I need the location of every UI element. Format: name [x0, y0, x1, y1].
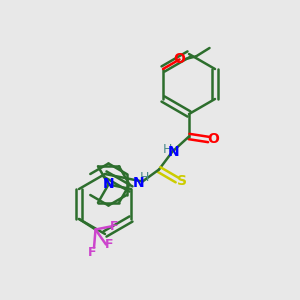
Text: F: F	[105, 238, 114, 251]
Text: N: N	[133, 176, 145, 190]
Text: F: F	[88, 245, 97, 259]
Text: N: N	[168, 145, 180, 159]
Text: H: H	[162, 142, 172, 156]
Text: O: O	[174, 52, 185, 66]
Text: F: F	[110, 220, 118, 233]
Text: S: S	[177, 175, 188, 188]
Text: N: N	[103, 178, 114, 191]
Text: H: H	[140, 171, 150, 184]
Text: O: O	[207, 133, 219, 146]
